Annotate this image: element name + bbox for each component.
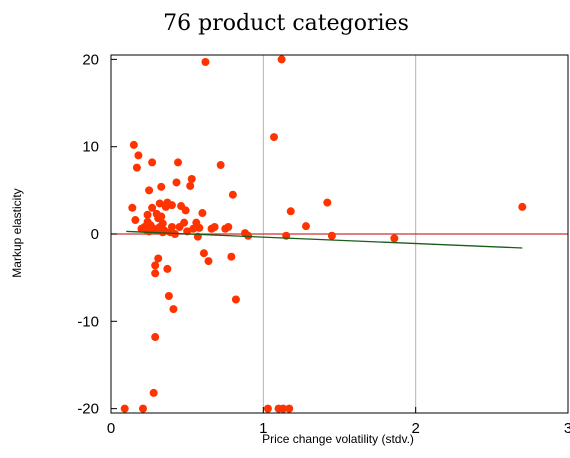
data-point: [186, 181, 195, 190]
data-point: [163, 264, 172, 273]
data-point: [167, 201, 176, 210]
data-point: [129, 140, 138, 149]
data-point: [149, 388, 158, 397]
data-point: [216, 161, 225, 170]
data-point: [301, 222, 310, 231]
data-point: [195, 223, 204, 232]
data-point: [199, 249, 208, 258]
data-point: [189, 224, 198, 233]
data-point: [155, 199, 164, 208]
data-point: [180, 218, 189, 227]
y-tick-label: -10: [77, 313, 99, 330]
data-point: [518, 202, 527, 211]
data-point: [269, 133, 278, 142]
data-point: [164, 291, 173, 300]
data-point: [327, 231, 336, 240]
x-axis-ticks: 0 1 2 3: [107, 407, 570, 437]
y-tick-label: -20: [77, 401, 99, 418]
data-point: [169, 305, 178, 314]
data-point: [228, 190, 237, 199]
x-tick-label: 3: [564, 420, 570, 437]
x-axis-label: Price change volatility (stdv.): [262, 432, 414, 446]
data-point: [151, 333, 160, 342]
data-point: [131, 216, 140, 225]
y-axis-ticks: -20 -10 0 10 20: [77, 51, 117, 418]
data-point: [244, 231, 253, 240]
data-point: [157, 212, 166, 221]
data-point: [151, 261, 160, 270]
chart-title: 76 product categories: [163, 11, 409, 36]
data-point: [120, 404, 129, 413]
data-point: [158, 219, 167, 228]
data-point: [323, 198, 332, 207]
data-point: [145, 186, 154, 195]
data-point: [132, 163, 141, 172]
data-point: [286, 207, 295, 216]
fit-line-group: [126, 230, 523, 249]
data-point: [154, 254, 163, 263]
x-tick-label: 0: [107, 420, 115, 437]
data-point: [204, 257, 213, 266]
data-point: [174, 158, 183, 167]
fit-line: [126, 230, 523, 249]
y-tick-label: 20: [82, 51, 99, 68]
y-tick-label: 0: [91, 226, 99, 243]
data-point: [285, 404, 294, 413]
data-point: [181, 206, 190, 215]
data-points: [120, 55, 527, 413]
data-point: [157, 182, 166, 191]
data-point: [187, 174, 196, 183]
data-point: [224, 223, 233, 232]
data-point: [198, 209, 207, 218]
data-point: [227, 252, 236, 261]
data-point: [390, 234, 399, 243]
data-point: [134, 151, 143, 160]
data-point: [172, 178, 181, 187]
x-tick-label: 2: [411, 420, 419, 437]
data-point: [138, 404, 147, 413]
data-point: [151, 269, 160, 278]
y-axis-label: Markup elasticity: [10, 188, 24, 277]
data-point: [167, 223, 176, 232]
data-point: [277, 55, 286, 64]
data-point: [128, 203, 137, 212]
y-tick-label: 10: [82, 139, 99, 156]
data-point: [148, 158, 157, 167]
data-point: [279, 404, 288, 413]
data-point: [143, 210, 152, 219]
x-tick-label: 1: [259, 420, 267, 437]
data-point: [231, 295, 240, 304]
data-point: [210, 223, 219, 232]
data-point: [201, 57, 210, 66]
data-point: [148, 203, 157, 212]
data-point: [263, 404, 272, 413]
